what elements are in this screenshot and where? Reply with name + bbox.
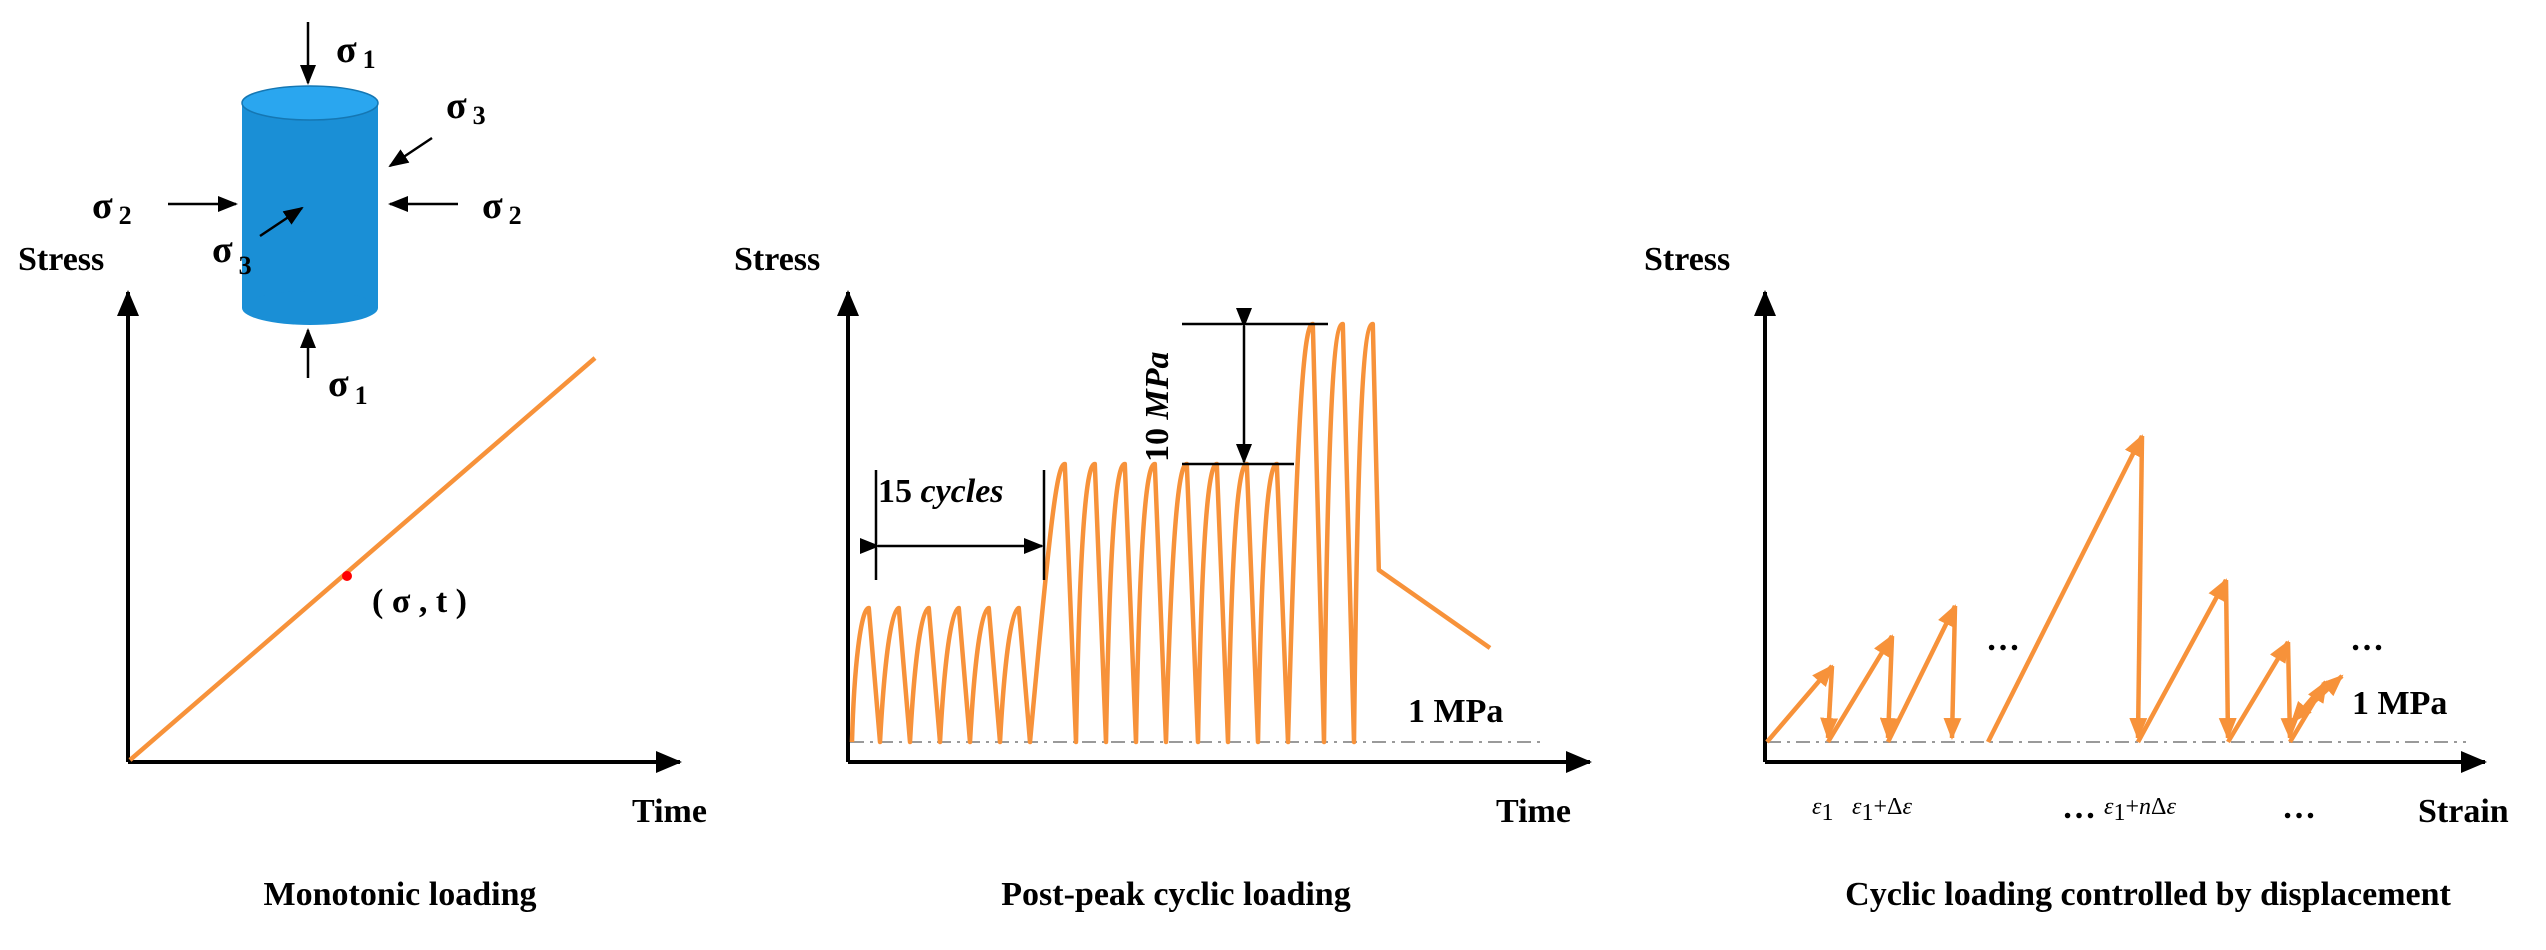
p1-point-label: ( σ , t ) [372, 583, 467, 620]
p3-load-arrow [1826, 634, 1894, 744]
p1-caption: Monotonic loading [264, 876, 537, 913]
p3-x-label: Strain [2418, 793, 2509, 830]
p3-load-arrow [1943, 605, 1962, 740]
sigma3-front-arrow [259, 206, 304, 238]
p2-caption: Post-peak cyclic loading [1001, 876, 1350, 913]
p1-stress-line [128, 356, 597, 762]
p3-load-arrow [1885, 604, 1958, 743]
p2-y-label: Stress [734, 241, 820, 278]
step-label: 10 MPa [1139, 352, 1176, 463]
tick-eps1-plus-n-delta: ε1+nΔε [2104, 794, 2176, 826]
p3-load-arrow [1820, 665, 1839, 740]
p3-load-arrow [1879, 635, 1898, 740]
p3-load-arrow [2218, 579, 2237, 740]
p3-load-arrow [2280, 641, 2299, 740]
cycles-label: 15 cycles [878, 473, 1004, 510]
sigma3-back-arrow [388, 136, 433, 168]
p1-point [342, 571, 352, 581]
tick-eps1: ε1 [1812, 794, 1833, 826]
p1-y-label: Stress [18, 241, 104, 278]
p3-ellipsis-right: … [2350, 621, 2384, 658]
p3-ellipsis-mid: … [1986, 621, 2020, 658]
p3-load-arrow [2136, 578, 2228, 744]
p3-y-label: Stress [1644, 241, 1730, 278]
p3-ellipsis-axis-1: … [2062, 789, 2096, 826]
p3-load-arrow [1765, 664, 1834, 744]
tick-eps1-plus-delta: ε1+Δε [1852, 794, 1912, 826]
p1-x-label: Time [632, 793, 707, 830]
p3-baseline-label: 1 MPa [2352, 685, 2447, 722]
panel-post-peak-cyclic: Stress Time 1 MPa 15 cycles 10 MPa Post-… [734, 241, 1592, 913]
p2-cyclic-curve [849, 321, 1492, 745]
p3-load-arrow [2290, 674, 2344, 724]
p3-load-arrow [1985, 434, 2145, 744]
p3-load-arrow [2226, 640, 2290, 744]
p3-load-arrow [2129, 435, 2148, 740]
p2-baseline-label: 1 MPa [1408, 693, 1503, 730]
specimen-cylinder [241, 85, 379, 325]
p3-caption: Cyclic loading controlled by displacemen… [1845, 876, 2451, 913]
p3-cyclic-arrows [1765, 434, 2344, 744]
panel-displacement-controlled: Stress Strain 1 MPa … … … … ε1 ε1+Δε ε1+… [1644, 241, 2509, 913]
p2-x-label: Time [1496, 793, 1571, 830]
p3-ellipsis-axis-2: … [2282, 789, 2316, 826]
